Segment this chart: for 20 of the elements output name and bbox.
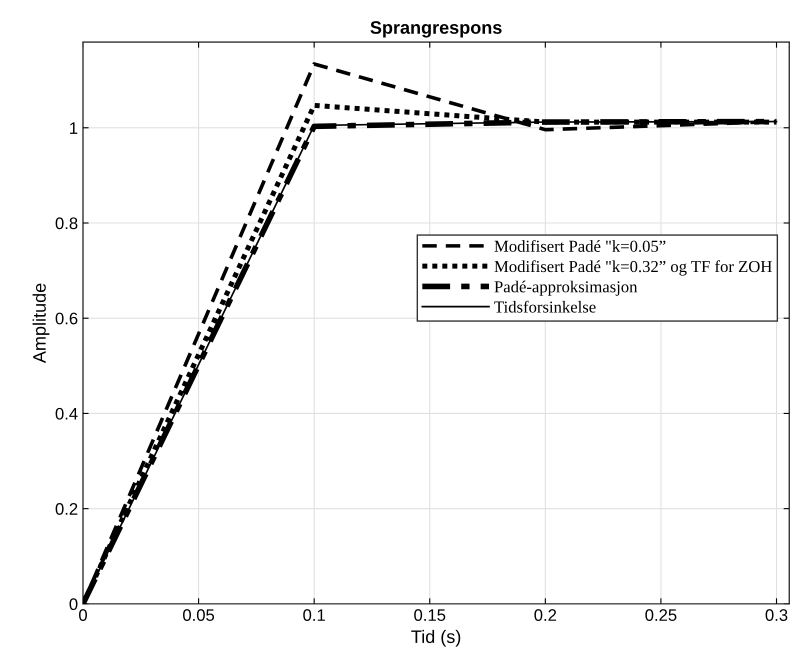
x-tick-label: 0.1 [303, 609, 325, 621]
x-tick-label: 0.3 [766, 609, 788, 621]
legend-label: Padé-approksimasjon [494, 280, 638, 296]
x-tick-label: 0.2 [534, 609, 556, 621]
y-tick-label: 0.2 [56, 503, 78, 515]
y-tick-label: 1 [70, 122, 78, 134]
legend-label: Tidsforsinkelse [494, 300, 596, 313]
legend-label: Modifisert Padé "k=0.05” [494, 240, 666, 252]
x-tick-label: 0.25 [645, 609, 676, 621]
y-tick-label: 0.8 [56, 217, 78, 230]
x-axis-title: Tid (s) [411, 630, 460, 647]
y-tick-label: 0.6 [56, 312, 78, 324]
x-tick-label: 0.05 [183, 609, 214, 621]
x-tick-label: 0 [79, 609, 87, 621]
chart-title: Sprangrespons [370, 21, 502, 38]
x-tick-label: 0.15 [414, 609, 446, 621]
y-tick-label: 0.4 [56, 408, 78, 420]
legend-label: Modifisert Padé "k=0.32” og TF for ZOH [494, 260, 772, 276]
y-tick-label: 0 [70, 598, 78, 610]
y-axis-title: Amplitude [32, 284, 50, 364]
